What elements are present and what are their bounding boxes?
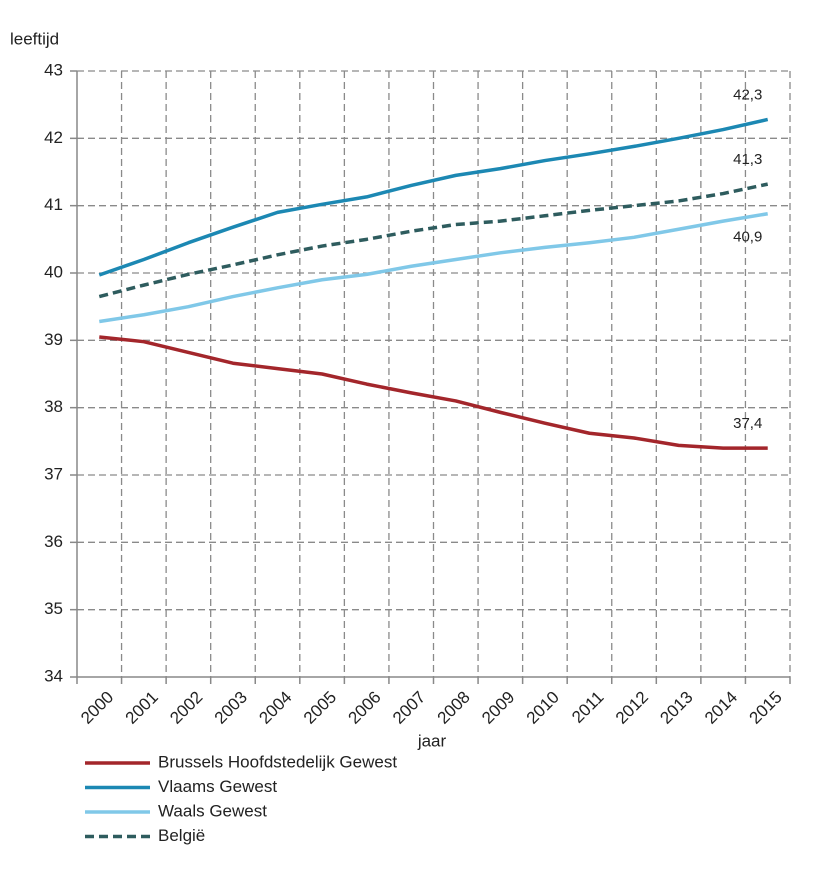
y-tick-label: 38 bbox=[44, 397, 63, 416]
x-tick-label: 2005 bbox=[300, 688, 340, 728]
data-label: 40,9 bbox=[733, 229, 762, 246]
x-tick-label: 2015 bbox=[746, 688, 786, 728]
series-line bbox=[99, 212, 769, 324]
x-tick-label: 2003 bbox=[211, 688, 251, 728]
y-tick-label: 43 bbox=[44, 60, 63, 79]
x-tick-label: 2004 bbox=[255, 688, 295, 728]
x-tick-label: 2010 bbox=[523, 688, 563, 728]
y-tick-label: 39 bbox=[44, 330, 63, 349]
y-tick-label: 35 bbox=[44, 599, 63, 618]
x-tick-label: 2013 bbox=[656, 688, 696, 728]
legend-label: Vlaams Gewest bbox=[158, 777, 277, 796]
x-tick-label: 2012 bbox=[612, 688, 652, 728]
y-axis-label: leeftijd bbox=[10, 29, 59, 48]
x-tick-label: 2009 bbox=[478, 688, 518, 728]
y-tick-label: 41 bbox=[44, 195, 63, 214]
series-line bbox=[98, 117, 769, 277]
series-line bbox=[98, 182, 769, 299]
x-tick-label: 2002 bbox=[166, 688, 206, 728]
legend-label: Brussels Hoofdstedelijk Gewest bbox=[158, 752, 397, 771]
data-label: 41,3 bbox=[733, 151, 762, 168]
x-tick-label: 2001 bbox=[122, 688, 162, 728]
x-tick-label: 2014 bbox=[701, 688, 741, 728]
y-tick-label: 36 bbox=[44, 532, 63, 551]
x-axis-label: jaar bbox=[417, 731, 447, 750]
y-tick-label: 40 bbox=[44, 262, 63, 281]
x-tick-label: 2006 bbox=[344, 688, 384, 728]
legend-label: Waals Gewest bbox=[158, 801, 267, 820]
legend-label: België bbox=[158, 826, 205, 845]
y-tick-label: 42 bbox=[44, 128, 63, 147]
data-label: 42,3 bbox=[733, 86, 762, 103]
x-tick-label: 2000 bbox=[77, 688, 117, 728]
x-tick-label: 2011 bbox=[568, 688, 607, 727]
x-tick-label: 2008 bbox=[434, 688, 474, 728]
y-tick-label: 37 bbox=[44, 464, 63, 483]
y-tick-label: 34 bbox=[44, 666, 63, 685]
x-tick-label: 2007 bbox=[389, 688, 429, 728]
series-line bbox=[99, 335, 768, 450]
data-label: 37,4 bbox=[733, 415, 762, 432]
